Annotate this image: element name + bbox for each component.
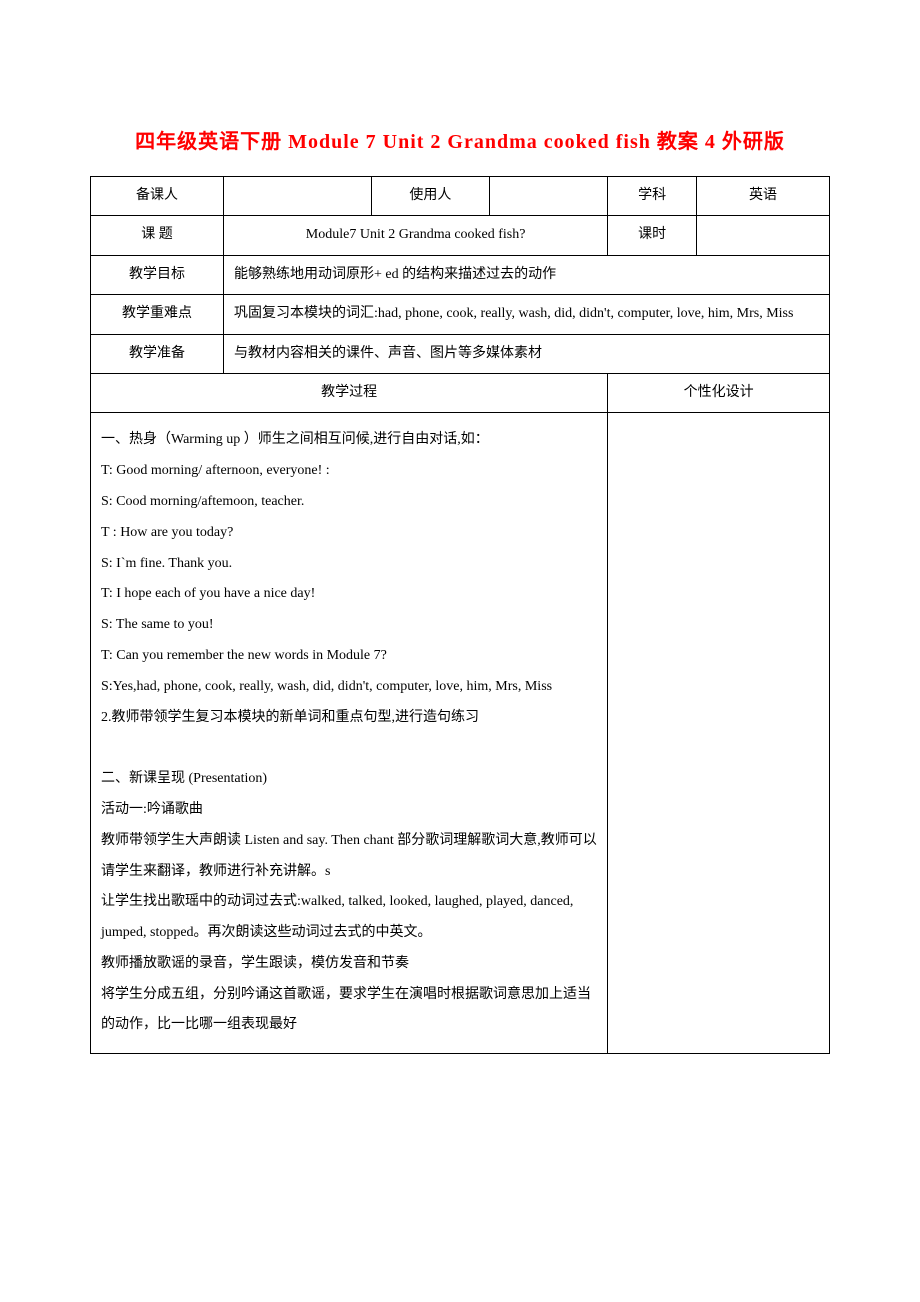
subject-label: 学科 [608,177,697,216]
preparer-label: 备课人 [91,177,224,216]
prep-label: 教学准备 [91,334,224,373]
document-title: 四年级英语下册 Module 7 Unit 2 Grandma cooked f… [90,120,830,164]
personal-content [608,413,830,1054]
objective-label: 教学目标 [91,255,224,294]
table-row: 教学目标 能够熟练地用动词原形+ ed 的结构来描述过去的动作 [91,255,830,294]
user-value [490,177,608,216]
keypoint-label: 教学重难点 [91,295,224,334]
table-row: 课 题 Module7 Unit 2 Grandma cooked fish? … [91,216,830,255]
content-line: 二、新课呈现 (Presentation) [101,764,597,795]
content-line: 活动一:吟诵歌曲 [101,795,597,826]
table-row: 备课人 使用人 学科 英语 [91,177,830,216]
topic-label: 课 题 [91,216,224,255]
process-label: 教学过程 [91,373,608,412]
content-line: 教师带领学生大声朗读 Listen and say. Then chant 部分… [101,826,597,888]
table-row: 教学重难点 巩固复习本模块的词汇:had, phone, cook, reall… [91,295,830,334]
topic-value: Module7 Unit 2 Grandma cooked fish? [224,216,608,255]
lesson-plan-table: 备课人 使用人 学科 英语 课 题 Module7 Unit 2 Grandma… [90,176,830,1054]
prep-value: 与教材内容相关的课件、声音、图片等多媒体素材 [224,334,830,373]
preparer-value [224,177,372,216]
content-line: S:Yes,had, phone, cook, really, wash, di… [101,672,597,703]
table-row: 教学准备 与教材内容相关的课件、声音、图片等多媒体素材 [91,334,830,373]
content-line: 将学生分成五组，分别吟诵这首歌谣，要求学生在演唱时根据歌词意思加上适当的动作，比… [101,980,597,1042]
content-line: 2.教师带领学生复习本模块的新单词和重点句型,进行造句练习 [101,703,597,734]
keypoint-value: 巩固复习本模块的词汇:had, phone, cook, really, was… [224,295,830,334]
table-row: 一、热身（Warming up ）师生之间相互问候,进行自由对话,如：T: Go… [91,413,830,1054]
user-label: 使用人 [371,177,489,216]
period-label: 课时 [608,216,697,255]
content-line: 教师播放歌谣的录音，学生跟读，模仿发音和节奏 [101,949,597,980]
content-line: 一、热身（Warming up ）师生之间相互问候,进行自由对话,如： [101,425,597,456]
content-line: S: The same to you! [101,610,597,641]
personal-label: 个性化设计 [608,373,830,412]
period-value [696,216,829,255]
content-line: T: I hope each of you have a nice day! [101,579,597,610]
objective-value: 能够熟练地用动词原形+ ed 的结构来描述过去的动作 [224,255,830,294]
content-line: S: Cood morning/aftemoon, teacher. [101,487,597,518]
subject-value: 英语 [696,177,829,216]
content-line: S: I`m fine. Thank you. [101,549,597,580]
content-line: T : How are you today? [101,518,597,549]
table-row: 教学过程 个性化设计 [91,373,830,412]
content-line: T: Can you remember the new words in Mod… [101,641,597,672]
content-line: 让学生找出歌瑶中的动词过去式:walked, talked, looked, l… [101,887,597,949]
process-content: 一、热身（Warming up ）师生之间相互问候,进行自由对话,如：T: Go… [91,413,608,1054]
content-line [101,733,597,764]
content-line: T: Good morning/ afternoon, everyone! : [101,456,597,487]
